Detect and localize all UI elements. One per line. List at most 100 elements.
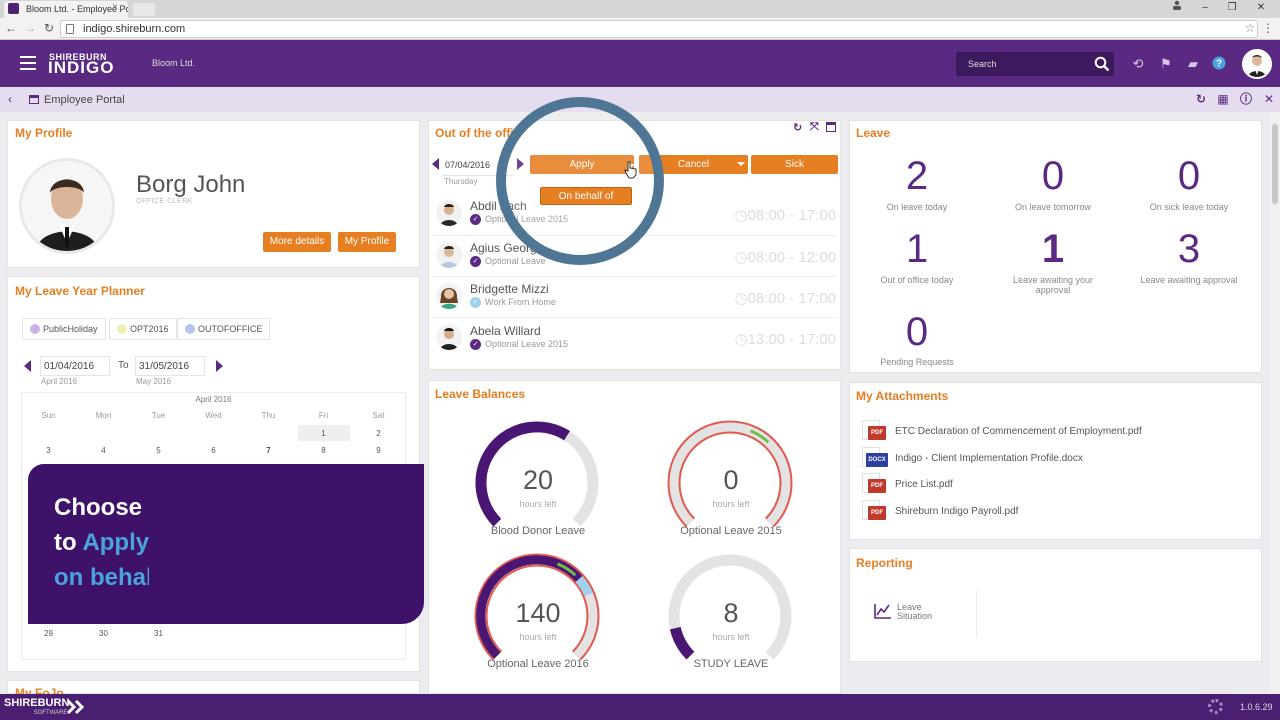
leave-type: ✓ Work From Home bbox=[470, 297, 556, 308]
planner-prev-icon[interactable] bbox=[24, 360, 31, 372]
page-info-icon[interactable] bbox=[66, 24, 74, 34]
leave-balances-panel bbox=[428, 380, 841, 694]
profile-name: Borg John bbox=[136, 171, 246, 198]
mouse-pointer-icon bbox=[624, 161, 637, 179]
stat-out-of-office-today[interactable]: 1 bbox=[905, 227, 929, 271]
my-profile-title: My Profile bbox=[15, 126, 73, 140]
calendar-day[interactable]: 5 bbox=[156, 446, 161, 455]
sick-button[interactable]: Sick bbox=[751, 155, 838, 174]
calendar-day[interactable]: 4 bbox=[101, 446, 106, 455]
info-icon[interactable]: ⓘ bbox=[1239, 92, 1252, 106]
reporting-item-label: Leave Situation bbox=[897, 602, 933, 621]
planner-from-date[interactable]: 01/04/2016 bbox=[40, 356, 110, 376]
stat-pending-requests[interactable]: 0 bbox=[905, 310, 929, 354]
stat-awaiting-approval[interactable]: 3 bbox=[1177, 227, 1201, 271]
apply-button[interactable]: Apply bbox=[530, 155, 634, 174]
stat-label: On leave today bbox=[886, 202, 948, 212]
browser-tab[interactable]: Bloom Ltd. - Employee Po bbox=[4, 1, 128, 18]
forward-arrow-icon[interactable]: → bbox=[24, 21, 36, 35]
more-details-button[interactable]: More details bbox=[263, 232, 331, 252]
apply-dropdown-icon[interactable] bbox=[627, 164, 635, 168]
employee-name[interactable]: Abela Willard bbox=[470, 324, 541, 338]
reload-icon[interactable]: ↻ bbox=[43, 21, 55, 35]
cancel-button[interactable]: Cancel bbox=[639, 155, 748, 174]
gauge-track bbox=[669, 422, 791, 526]
legend-dot bbox=[185, 324, 195, 334]
employee-name[interactable]: Bridgette Mizzi bbox=[470, 282, 549, 296]
cancel-dropdown-icon[interactable] bbox=[737, 162, 745, 166]
help-icon[interactable]: ? bbox=[1211, 56, 1227, 72]
company-name[interactable]: Bloom Ltd. bbox=[152, 58, 196, 68]
planner-to-date[interactable]: 31/05/2016 bbox=[135, 356, 205, 376]
calendar-day[interactable]: 29 bbox=[44, 629, 53, 638]
pdf-file-icon: PDF bbox=[868, 426, 886, 440]
pdf-file-icon: PDF bbox=[868, 506, 886, 520]
back-arrow-icon[interactable]: ← bbox=[5, 21, 17, 35]
ooo-date-input[interactable]: 07/04/2016 bbox=[442, 156, 514, 176]
layout-icon[interactable]: ▦ bbox=[1217, 92, 1229, 106]
planner-next-icon[interactable] bbox=[216, 360, 223, 372]
legend-public-holiday[interactable]: PublicHoliday bbox=[22, 318, 106, 340]
hamburger-menu-icon[interactable] bbox=[20, 56, 36, 70]
on-behalf-of-menu-item[interactable]: On behalf of bbox=[540, 187, 632, 205]
restore-window-button[interactable]: ❐ bbox=[1227, 2, 1237, 13]
calendar-day-today[interactable]: 7 bbox=[266, 446, 271, 455]
stat-awaiting-your-approval[interactable]: 1 bbox=[1041, 227, 1065, 271]
ooo-prev-day-icon[interactable] bbox=[432, 158, 439, 170]
calendar-day[interactable]: 2 bbox=[376, 429, 381, 438]
calendar-day[interactable]: 30 bbox=[99, 629, 108, 638]
chevron-left-icon[interactable]: ‹ bbox=[8, 92, 12, 106]
profile-switch-icon[interactable] bbox=[1166, 0, 1188, 16]
attachment-link[interactable]: Indigo - Client Implementation Profile.d… bbox=[895, 453, 1083, 464]
stat-on-leave-tomorrow[interactable]: 0 bbox=[1041, 154, 1065, 198]
employee-name[interactable]: Abdil Zach bbox=[470, 199, 527, 213]
minimize-window-button[interactable]: ‒ bbox=[1202, 2, 1208, 13]
user-avatar[interactable] bbox=[1242, 49, 1272, 79]
tutorial-line-2: to Apply bbox=[54, 529, 149, 556]
bookmark-star-icon[interactable]: ☆ bbox=[1244, 21, 1256, 35]
stat-sick-today[interactable]: 0 bbox=[1177, 154, 1201, 198]
maximize-icon[interactable] bbox=[826, 122, 836, 132]
browser-menu-icon[interactable]: ⋮ bbox=[1262, 21, 1274, 35]
scrollbar-thumb[interactable] bbox=[1272, 124, 1278, 204]
reporting-item[interactable] bbox=[867, 590, 977, 638]
calendar-day[interactable]: 31 bbox=[154, 629, 163, 638]
calendar-day[interactable]: 8 bbox=[321, 446, 326, 455]
page-scrollbar[interactable] bbox=[1270, 112, 1280, 694]
attachment-link[interactable]: ETC Declaration of Commencement of Emplo… bbox=[895, 426, 1142, 437]
sub-navigation-bar bbox=[0, 87, 1280, 112]
calendar-day[interactable]: 3 bbox=[46, 446, 51, 455]
chat-icon[interactable]: ▰ bbox=[1188, 56, 1198, 71]
tab-close-icon[interactable]: × bbox=[112, 2, 118, 13]
attachment-link[interactable]: Price List.pdf bbox=[895, 479, 953, 490]
gauge-sub-label: hours left bbox=[712, 499, 750, 509]
gauge-target-marker bbox=[749, 429, 770, 444]
calendar-day[interactable]: 6 bbox=[211, 446, 216, 455]
stat-label: Out of office today bbox=[880, 275, 954, 285]
legend-dot bbox=[117, 324, 127, 334]
search-icon[interactable] bbox=[1094, 56, 1110, 72]
close-icon[interactable]: ✕ bbox=[1263, 92, 1275, 106]
url-input[interactable]: indigo.shireburn.com bbox=[60, 20, 1258, 38]
stat-on-leave-today[interactable]: 2 bbox=[905, 154, 929, 198]
history-icon[interactable]: ⟲ bbox=[1132, 56, 1144, 71]
employee-avatar bbox=[436, 242, 462, 268]
search-input[interactable]: Search bbox=[956, 52, 1114, 76]
settings-cog-icon[interactable] bbox=[1208, 699, 1223, 714]
legend-out-of-office[interactable]: OUTOFOFFICE bbox=[177, 318, 271, 340]
calendar-day[interactable]: 9 bbox=[376, 446, 381, 455]
expand-icon[interactable]: ⤧ bbox=[810, 121, 819, 133]
ooo-next-day-icon[interactable] bbox=[517, 158, 524, 170]
refresh-icon[interactable]: ↻ bbox=[1195, 92, 1207, 106]
close-window-button[interactable]: ✕ bbox=[1256, 2, 1266, 13]
legend-opt2016[interactable]: OPT2016 bbox=[109, 318, 177, 340]
refresh-icon[interactable]: ↻ bbox=[793, 122, 803, 134]
brand-logo[interactable]: INDIGO bbox=[48, 58, 115, 77]
new-tab-button[interactable] bbox=[133, 3, 155, 16]
employee-name[interactable]: Agius Georg bbox=[470, 241, 537, 255]
attachment-link[interactable]: Shireburn Indigo Payroll.pdf bbox=[895, 506, 1019, 517]
my-profile-button[interactable]: My Profile bbox=[338, 232, 396, 252]
stat-label: On leave tomorrow bbox=[1014, 202, 1092, 212]
calendar-day[interactable]: 1 bbox=[321, 429, 326, 438]
flag-icon[interactable]: ⚑ bbox=[1160, 56, 1172, 71]
